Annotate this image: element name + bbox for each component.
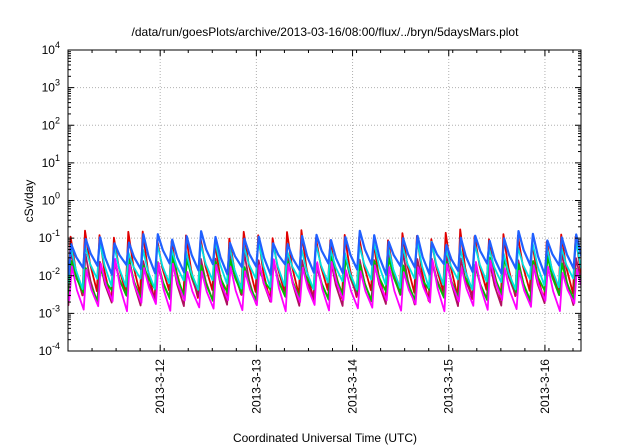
y-tick-label: 103 [42,78,60,95]
y-tick-label: 10-1 [39,228,60,245]
chart-title: /data/run/goesPlots/archive/2013-03-16/0… [132,25,520,39]
y-tick-label: 101 [42,153,60,170]
y-tick-label: 10-3 [39,303,60,320]
series-line [68,229,581,276]
x-tick-label: 2013-3-15 [442,359,456,414]
x-axis-label: Coordinated Universal Time (UTC) [233,431,417,445]
x-tick-label: 2013-3-16 [538,359,552,414]
x-tick-label: 2013-3-14 [346,359,360,414]
y-tick-label: 104 [42,40,60,57]
series-lines [68,228,581,313]
x-tick-label: 2013-3-12 [153,359,167,414]
x-axis: 2013-3-12 2013-3-13 2013-3-14 2013-3-15 2013… [67,50,574,414]
y-axis: 10-4 10-3 10-2 10-1 100 101 102 103 104 [39,40,581,358]
y-tick-label: 10-4 [39,341,60,358]
y-tick-label: 10-2 [39,266,60,283]
series-line [68,258,581,313]
y-tick-label: 100 [42,191,60,208]
y-axis-label: cSv/day [22,180,36,223]
x-tick-label: 2013-3-13 [249,359,263,414]
series-line [68,228,581,302]
y-tick-label: 102 [42,115,60,132]
grid-lines [68,50,581,351]
plot-frame [67,49,582,352]
